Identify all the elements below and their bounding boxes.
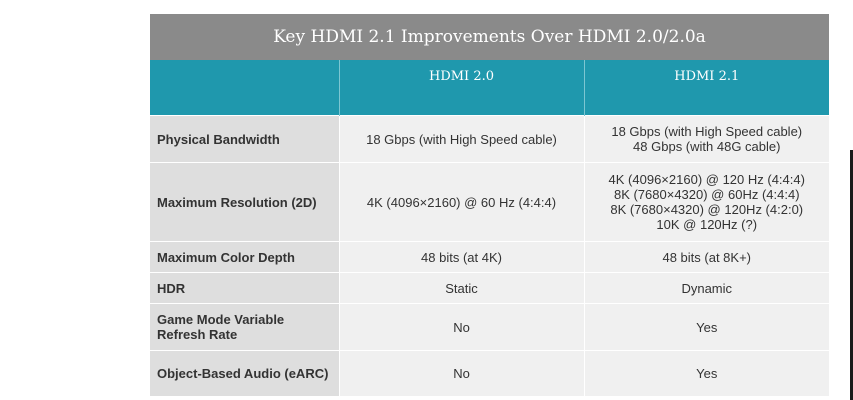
hdmi21-value: Yes [583,350,829,396]
value-line: 10K @ 120Hz (?) [656,217,758,232]
hdmi20-value: 48 bits (at 4K) [338,241,584,273]
table-row: HDR Static Dynamic [150,272,829,304]
hdmi20-value: Static [338,272,584,304]
value-line: 48 bits (at 8K+) [662,249,752,265]
hdmi21-value: 4K (4096×2160) @ 120 Hz (4:4:4) 8K (7680… [583,162,829,242]
table-row: Object-Based Audio (eARC) No Yes [150,350,829,396]
hdmi20-value: 4K (4096×2160) @ 60 Hz (4:4:4) [338,162,584,242]
hdmi21-value: 48 bits (at 8K+) [583,241,829,273]
hdmi20-value: No [338,350,584,396]
hdmi21-value: 18 Gbps (with High Speed cable) 48 Gbps … [583,115,829,163]
value-line: 4K (4096×2160) @ 120 Hz (4:4:4) [608,172,805,187]
value-line: 48 Gbps (with 48G cable) [633,139,781,154]
value-line: 18 Gbps (with High Speed cable) [366,131,557,147]
value-line: 18 Gbps (with High Speed cable) [611,124,803,139]
header-hdmi-21: HDMI 2.1 [583,60,829,116]
table-row: Maximum Color Depth 48 bits (at 4K) 48 b… [150,241,829,273]
comparison-table-container: Key HDMI 2.1 Improvements Over HDMI 2.0/… [150,14,829,396]
row-label: Physical Bandwidth [150,115,339,163]
value-line: Yes [696,366,718,381]
value-line: Static [445,280,478,296]
scrollbar-edge[interactable] [850,150,853,400]
value-line: Yes [696,319,718,335]
row-label: Object-Based Audio (eARC) [150,350,339,396]
header-hdmi-20: HDMI 2.0 [338,60,584,116]
table-row: Game Mode Variable Refresh Rate No Yes [150,303,829,351]
table-row: Physical Bandwidth 18 Gbps (with High Sp… [150,115,829,163]
hdmi21-value: Dynamic [583,272,829,304]
value-line: 8K (7680×4320) @ 120Hz (4:2:0) [610,202,804,217]
value-line: No [453,366,470,381]
header-empty [150,60,339,116]
value-line: 4K (4096×2160) @ 60 Hz (4:4:4) [366,194,557,210]
hdmi20-value: 18 Gbps (with High Speed cable) [338,115,584,163]
header-row: HDMI 2.0 HDMI 2.1 [150,60,829,116]
value-line: No [453,319,470,335]
value-line: Dynamic [681,280,733,296]
row-label: Game Mode Variable Refresh Rate [150,303,339,351]
row-label: Maximum Resolution (2D) [150,162,339,242]
value-line: 8K (7680×4320) @ 60Hz (4:4:4) [613,187,800,202]
hdmi21-value: Yes [583,303,829,351]
value-line: 48 bits (at 4K) [421,249,502,265]
row-label: HDR [150,272,339,304]
comparison-table: HDMI 2.0 HDMI 2.1 Physical Bandwidth 18 … [150,60,829,396]
row-label: Maximum Color Depth [150,241,339,273]
table-title: Key HDMI 2.1 Improvements Over HDMI 2.0/… [150,14,829,60]
table-row: Maximum Resolution (2D) 4K (4096×2160) @… [150,162,829,242]
hdmi20-value: No [338,303,584,351]
